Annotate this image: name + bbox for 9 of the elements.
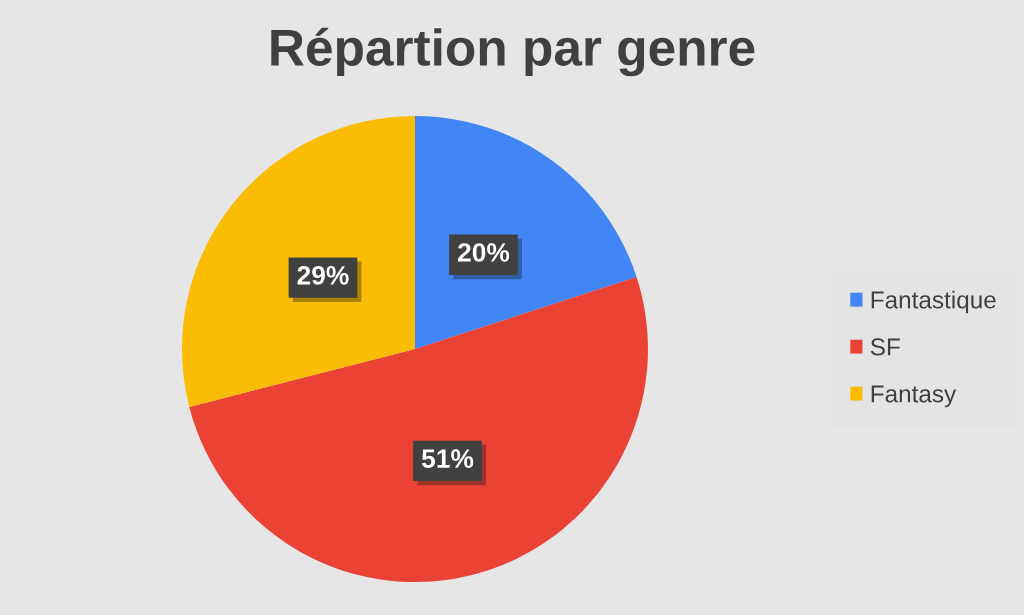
data-label: 29%	[297, 265, 349, 285]
legend-label: SF	[870, 338, 900, 356]
pie-slice	[415, 116, 637, 349]
chart-title: Répartion par genre	[271, 27, 755, 77]
legend-label: Fantasy	[871, 385, 957, 408]
pie-slice	[182, 116, 415, 407]
legend-label: Fantastique	[871, 290, 996, 314]
data-label: 51%	[421, 449, 474, 468]
data-label: 20%	[457, 243, 510, 262]
